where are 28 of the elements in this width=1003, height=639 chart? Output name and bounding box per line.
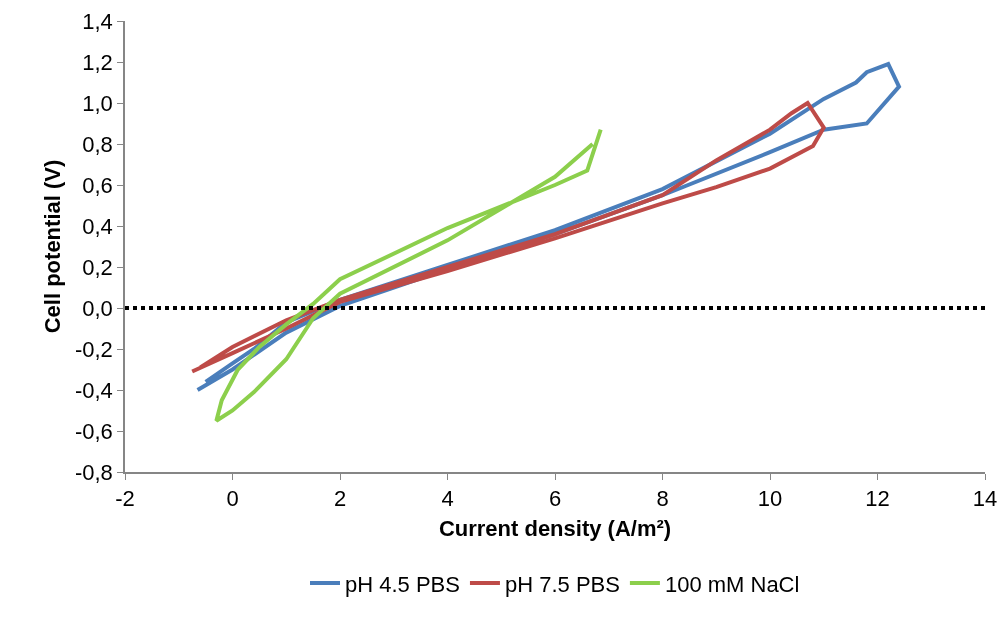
y-tick-label: 1,0 (82, 90, 113, 116)
y-tick-label: 0,0 (82, 295, 113, 321)
line-series (190, 101, 826, 374)
y-tick-label: 1,4 (82, 8, 113, 34)
legend-label: pH 4.5 PBS (345, 571, 460, 597)
legend-label: pH 7.5 PBS (504, 571, 620, 597)
x-tick-label: 14 (972, 486, 998, 512)
y-tick-label: 0,2 (82, 254, 113, 280)
y-tick-label: -0,8 (74, 459, 113, 485)
y-tick-label: 0,6 (82, 172, 113, 198)
y-tick-label: 0,8 (82, 131, 113, 157)
y-tick-label: -0,6 (74, 418, 113, 444)
line-series (214, 127, 603, 423)
x-tick-label: -2 (115, 486, 135, 512)
y-tick-label: -0,4 (74, 377, 113, 403)
x-axis-title: Current density (A/m²) (438, 515, 672, 541)
x-tick-label: 10 (757, 486, 783, 512)
y-tick-label: -0,2 (74, 336, 113, 362)
x-tick-label: 6 (548, 486, 562, 512)
y-tick-label: 1,2 (82, 49, 113, 75)
x-tick-label: 2 (333, 486, 347, 512)
x-tick-label: 4 (441, 486, 454, 512)
legend-label: 100 mM NaCl (664, 571, 800, 597)
y-tick-label: 0,4 (82, 213, 113, 239)
y-axis-title: Cell potential (V) (40, 159, 66, 334)
x-tick-label: 8 (656, 486, 669, 512)
x-tick-label: 0 (226, 486, 239, 512)
x-tick-label: 12 (865, 486, 890, 512)
